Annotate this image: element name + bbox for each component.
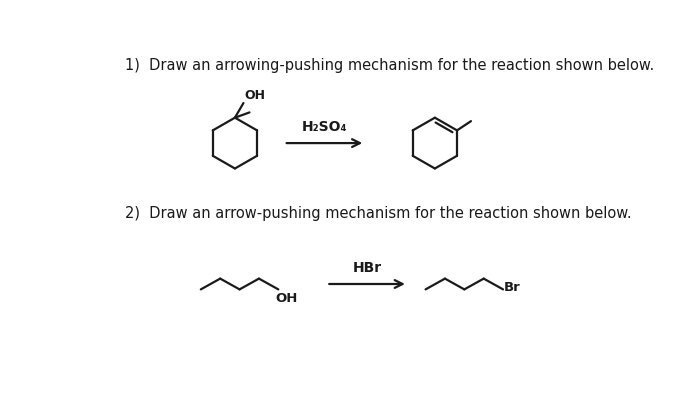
Text: OH: OH [244, 89, 265, 102]
Text: 2)  Draw an arrow-pushing mechanism for the reaction shown below.: 2) Draw an arrow-pushing mechanism for t… [125, 206, 632, 221]
Text: OH: OH [275, 292, 298, 305]
Text: Br: Br [504, 280, 521, 294]
Text: 1)  Draw an arrowing-pushing mechanism for the reaction shown below.: 1) Draw an arrowing-pushing mechanism fo… [125, 58, 654, 73]
Text: HBr: HBr [353, 261, 382, 275]
Text: H₂SO₄: H₂SO₄ [302, 120, 347, 134]
